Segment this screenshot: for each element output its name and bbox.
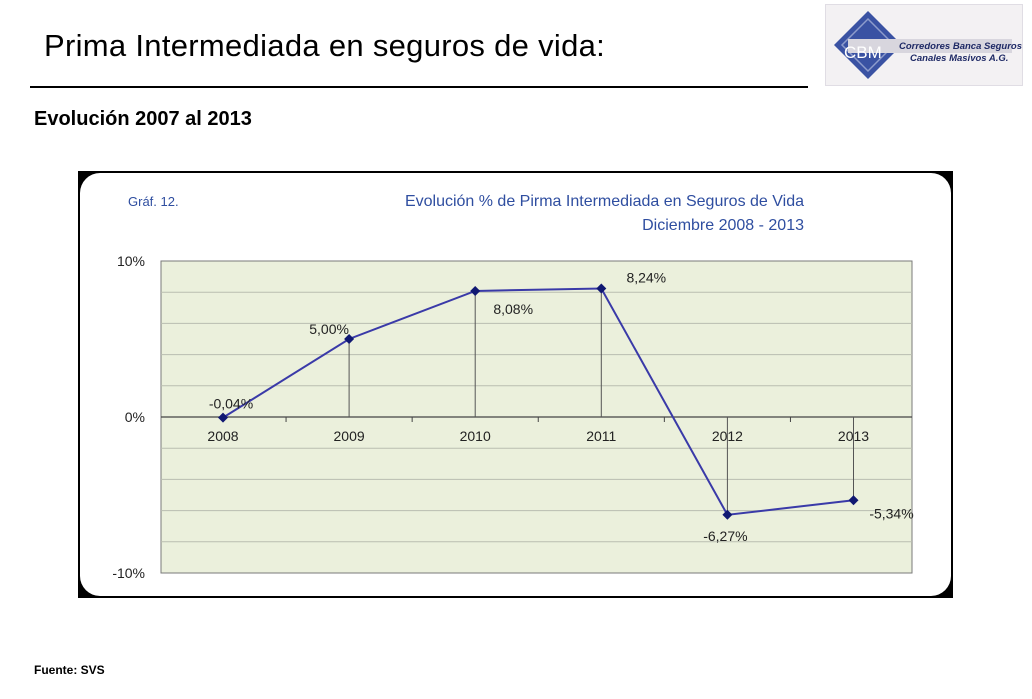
chart-title: Evolución % de Pirma Intermediada en Seg… <box>405 193 804 210</box>
data-point <box>596 283 607 294</box>
data-label: 8,08% <box>493 301 533 317</box>
data-label: -0,04% <box>209 396 253 412</box>
data-point <box>218 412 228 423</box>
x-tick-label: 2011 <box>586 428 616 444</box>
logo-abbr: CBM <box>844 43 882 62</box>
data-point <box>848 495 859 506</box>
chart-card: Gráf. 12. Evolución % de Pirma Intermedia… <box>80 173 951 596</box>
x-tick-label: 2010 <box>460 428 491 444</box>
cbm-logo: CBM Corredores Banca Seguros y Canales M… <box>825 4 1023 86</box>
y-tick-label: 0% <box>125 409 145 425</box>
chart-subtitle: Diciembre 2008 - 2013 <box>642 217 804 234</box>
data-label: 5,00% <box>309 321 349 337</box>
chart-frame: Gráf. 12. Evolución % de Pirma Intermedia… <box>78 171 953 598</box>
data-label: -5,34% <box>869 505 913 521</box>
x-tick-label: 2008 <box>207 428 238 444</box>
figure-label: Gráf. 12. <box>128 194 179 209</box>
x-tick-label: 2012 <box>712 428 743 444</box>
slide-title: Prima Intermediada en seguros de vida: <box>44 28 606 63</box>
logo-line2: Canales Masivos A.G. <box>910 53 1008 64</box>
series-line <box>222 287 854 516</box>
y-tick-label: 10% <box>117 253 145 269</box>
data-point <box>470 285 481 296</box>
x-tick-label: 2009 <box>334 428 365 444</box>
line-chart: Gráf. 12. Evolución % de Pirma Intermedia… <box>112 193 913 581</box>
data-label: 8,24% <box>626 269 666 285</box>
data-point <box>722 509 733 520</box>
logo-line1: Corredores Banca Seguros y <box>899 41 1022 52</box>
section-subtitle: Evolución 2007 al 2013 <box>34 108 252 130</box>
title-divider <box>30 86 808 88</box>
x-tick-label: 2013 <box>838 428 869 444</box>
data-point <box>344 334 355 344</box>
source-note: Fuente: SVS <box>34 663 105 677</box>
y-tick-label: -10% <box>112 565 145 581</box>
data-label: -6,27% <box>703 528 747 544</box>
